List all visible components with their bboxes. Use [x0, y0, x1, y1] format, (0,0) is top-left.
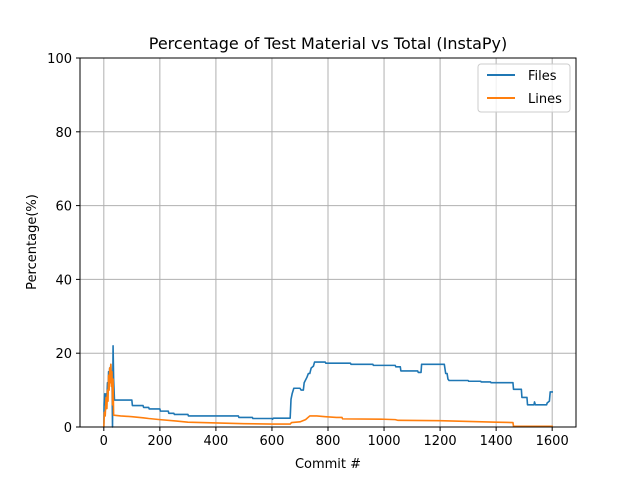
x-tick-label: 1200: [424, 434, 457, 449]
x-tick-label: 400: [203, 434, 228, 449]
series-line-lines: [103, 363, 554, 428]
y-tick-label: 80: [55, 126, 72, 141]
x-tick-label: 600: [260, 434, 285, 449]
y-tick-label: 40: [55, 273, 72, 288]
chart-title: Percentage of Test Material vs Total (In…: [149, 34, 508, 53]
y-tick-label: 60: [55, 200, 72, 215]
legend-label-files: Files: [528, 69, 557, 84]
y-tick-label: 0: [64, 421, 72, 436]
x-axis: 0 200 400 600 800 1000 1200 1400 1600: [100, 427, 569, 449]
y-tick-label: 100: [47, 52, 72, 67]
x-tick-label: 0: [100, 434, 108, 449]
x-tick-label: 1600: [536, 434, 569, 449]
y-axis-label: Percentage(%): [25, 194, 40, 290]
y-tick-label: 20: [55, 347, 72, 362]
legend-label-lines: Lines: [528, 92, 562, 107]
y-axis: 0 20 40 60 80 100: [47, 52, 80, 436]
x-tick-label: 1400: [480, 434, 513, 449]
x-tick-label: 800: [316, 434, 341, 449]
legend: Files Lines: [477, 63, 571, 113]
x-tick-label: 200: [147, 434, 172, 449]
x-tick-label: 1000: [367, 434, 400, 449]
grid: [80, 57, 576, 428]
x-axis-label: Commit #: [295, 457, 361, 472]
series-group: [103, 345, 554, 428]
